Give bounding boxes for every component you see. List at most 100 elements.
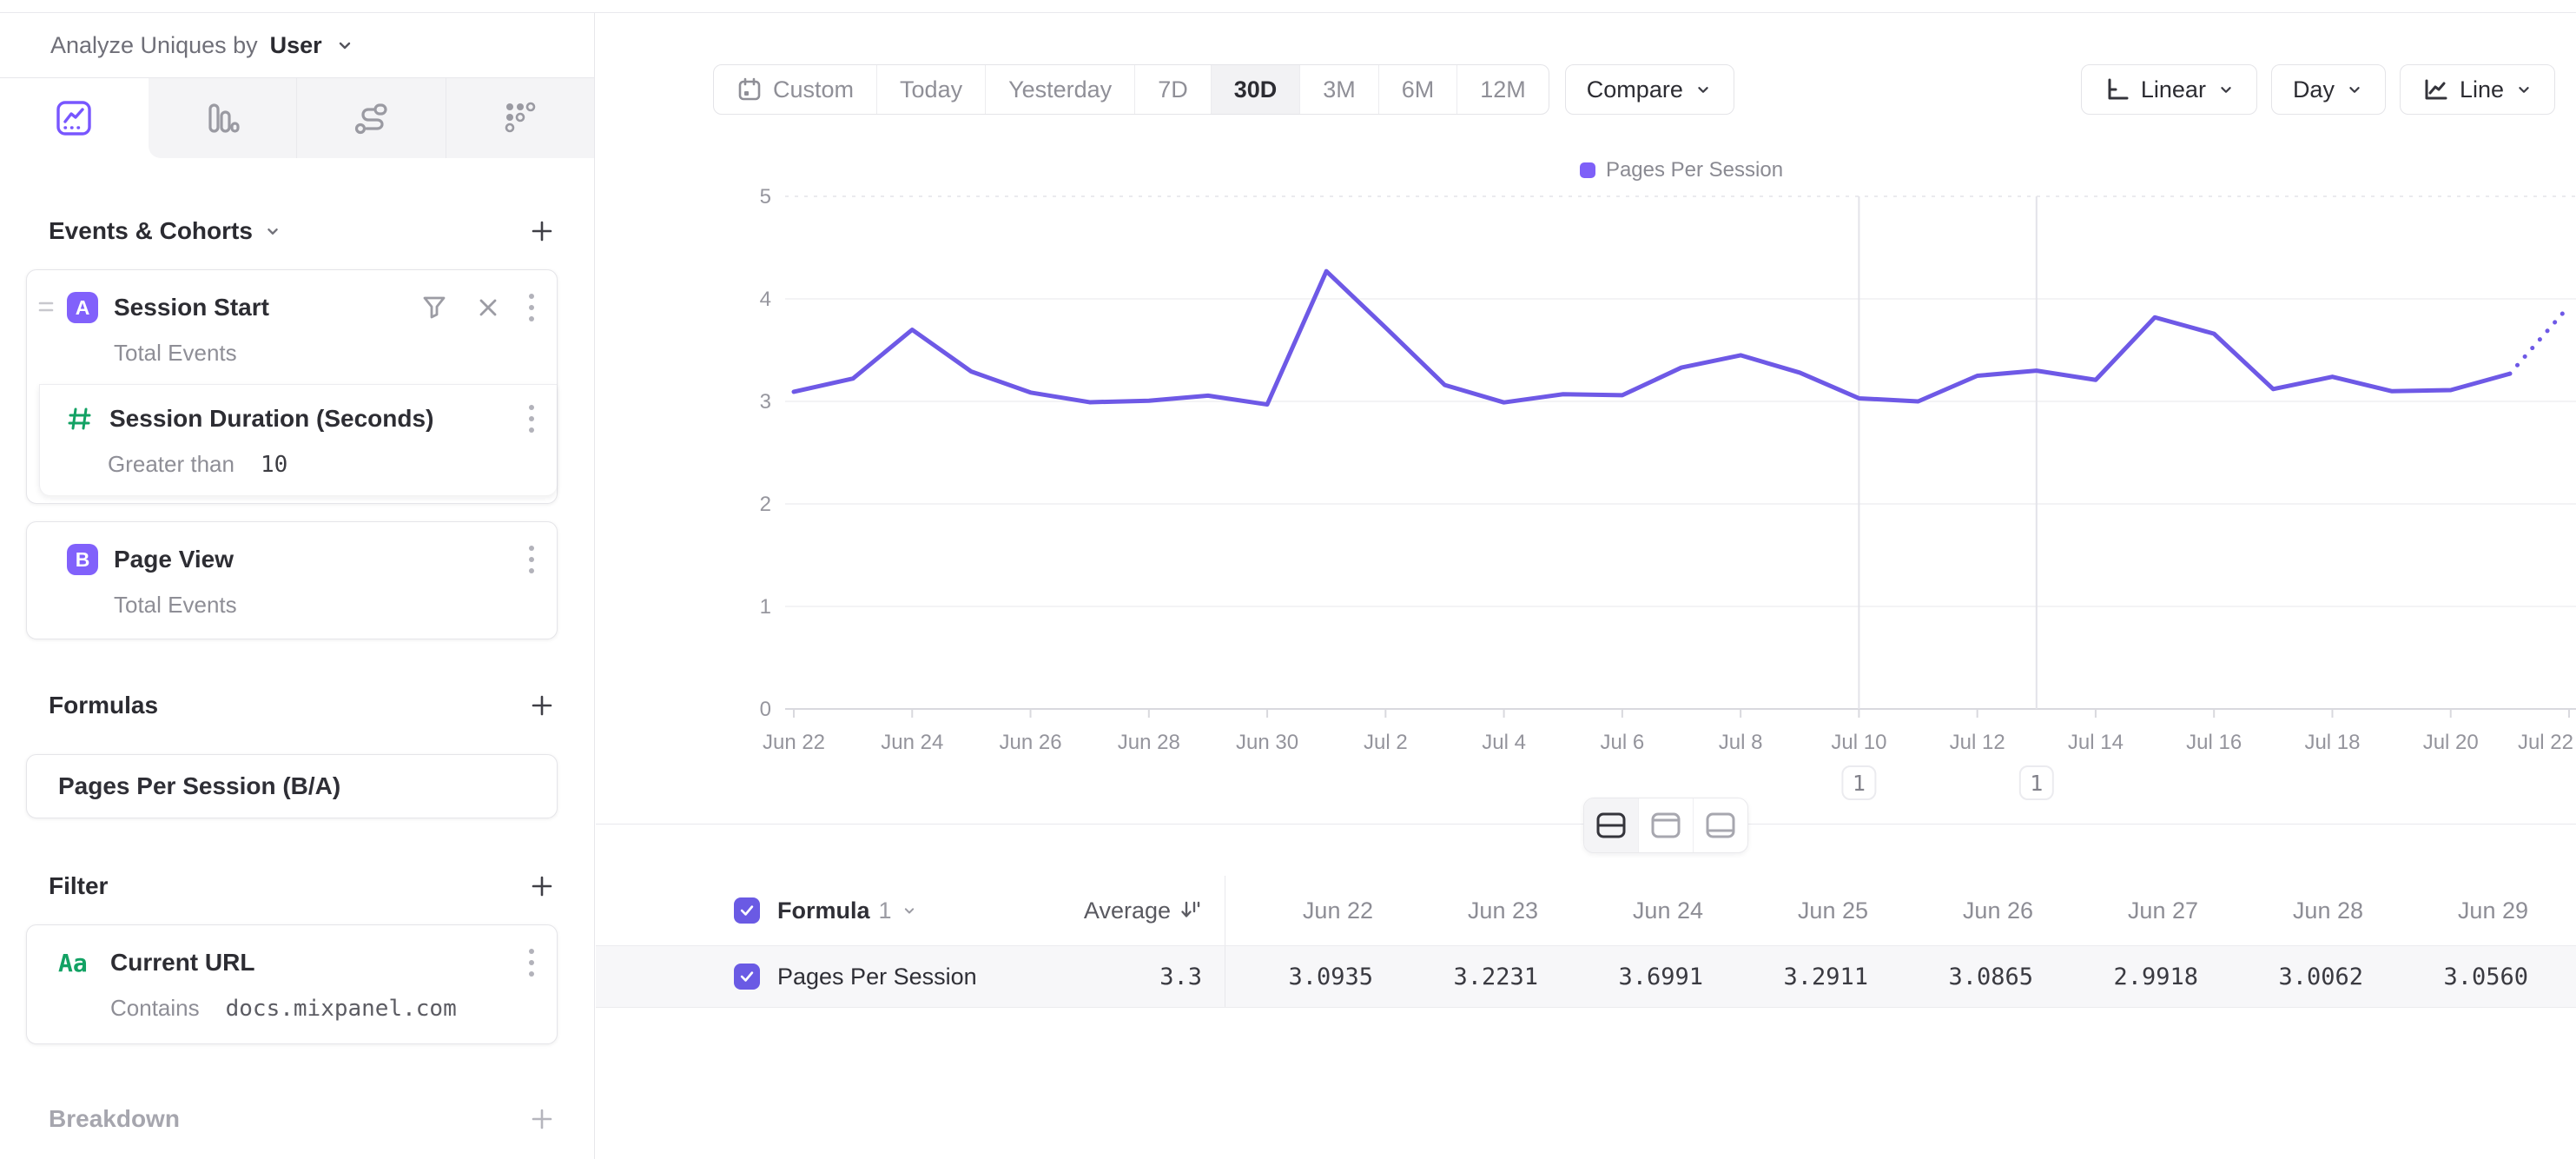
series-line-projected bbox=[2507, 303, 2572, 376]
range-6m[interactable]: 6M bbox=[1377, 65, 1457, 114]
formula-expression[interactable]: Pages Per Session (B/A) bbox=[58, 772, 341, 799]
drag-handle-icon[interactable] bbox=[37, 296, 55, 317]
property-title[interactable]: Session Duration (Seconds) bbox=[109, 405, 434, 432]
chevron-down-icon bbox=[2221, 87, 2231, 93]
chart-legend[interactable]: Pages Per Session bbox=[794, 158, 2569, 182]
add-filter-button[interactable] bbox=[525, 869, 559, 904]
y-tick-label: 3 bbox=[760, 390, 771, 414]
range-today[interactable]: Today bbox=[876, 65, 985, 114]
table-date-header[interactable]: Jun 28 bbox=[2292, 897, 2363, 924]
breakdown-section-header: Breakdown bbox=[49, 1102, 559, 1136]
scale-button[interactable]: Linear bbox=[2080, 64, 2257, 115]
compare-button[interactable]: Compare bbox=[1564, 64, 1734, 115]
event-letter-badge: B bbox=[67, 544, 98, 575]
kebab-menu-icon[interactable] bbox=[527, 291, 536, 324]
kebab-menu-icon[interactable] bbox=[527, 543, 536, 576]
table-group-header[interactable]: Formula 1 bbox=[777, 897, 918, 924]
tab-insights[interactable] bbox=[0, 78, 149, 158]
table-date-header[interactable]: Jun 27 bbox=[2127, 897, 2198, 924]
table-date-header[interactable]: Jun 24 bbox=[1632, 897, 1703, 924]
event-card-session-start[interactable]: A Session Start Total Events bbox=[26, 269, 558, 504]
x-tick-label: Jul 6 bbox=[1601, 731, 1645, 754]
chevron-down-icon bbox=[334, 35, 355, 56]
table-cell-value: 3.0865 bbox=[1948, 963, 2033, 990]
property-operator[interactable]: Greater than bbox=[108, 451, 234, 477]
events-section-header: Events & Cohorts bbox=[49, 214, 559, 248]
row-checkbox[interactable] bbox=[734, 964, 760, 990]
formulas-section-header: Formulas bbox=[49, 688, 559, 723]
filter-property-title[interactable]: Current URL bbox=[110, 949, 255, 976]
add-breakdown-button[interactable] bbox=[525, 1102, 559, 1136]
table-date-header[interactable]: Jun 25 bbox=[1797, 897, 1868, 924]
table-row-values: 3.0935 3.2231 3.6991 3.2911 3.0865 2.9918 3.00… bbox=[1225, 946, 2546, 1007]
property-filter-card[interactable]: Session Duration (Seconds) Greater than … bbox=[39, 384, 557, 495]
chart-type-button[interactable]: Line bbox=[2399, 64, 2555, 115]
granularity-button[interactable]: Day bbox=[2270, 64, 2386, 115]
annotation-badge[interactable] bbox=[1841, 765, 1877, 800]
x-tick-label: Jun 22 bbox=[763, 731, 825, 754]
table-date-header[interactable]: Jun 22 bbox=[1302, 897, 1373, 924]
analyze-by-value[interactable]: User bbox=[269, 31, 322, 58]
table-date-header[interactable]: Jun 26 bbox=[1962, 897, 2033, 924]
property-value[interactable]: 10 bbox=[260, 452, 288, 478]
add-event-button[interactable] bbox=[525, 214, 559, 248]
filter-section-title: Filter bbox=[49, 872, 109, 899]
retention-icon bbox=[501, 99, 539, 137]
table-date-header[interactable]: Jun 23 bbox=[1467, 897, 1538, 924]
filter-card-current-url[interactable]: Aa Current URL Contains docs.mixpanel.co… bbox=[26, 924, 558, 1044]
tab-flows[interactable] bbox=[296, 78, 446, 158]
layout-chart-view-button[interactable] bbox=[1638, 798, 1693, 852]
remove-event-icon[interactable] bbox=[475, 295, 501, 321]
report-tabs bbox=[0, 78, 594, 158]
line-chart-svg[interactable]: 0 1 2 3 4 5 1 1 Jun 22 Jun 24 Jun 26 Jun 28 Jun 30 Ju… bbox=[596, 139, 2576, 821]
tab-retention[interactable] bbox=[445, 78, 594, 158]
table-row[interactable]: Pages Per Session 3.3 3.0935 3.2231 3.6991… bbox=[596, 945, 2576, 1008]
add-formula-button[interactable] bbox=[525, 688, 559, 723]
table-cell-value: 3.0935 bbox=[1288, 963, 1373, 990]
layout-split-view-button[interactable] bbox=[1584, 798, 1638, 852]
tab-funnels[interactable] bbox=[148, 78, 296, 158]
chevron-down-icon bbox=[1698, 87, 1708, 93]
average-column-header[interactable]: Average bbox=[1084, 897, 1225, 924]
formula-card[interactable]: Pages Per Session (B/A) bbox=[26, 754, 558, 818]
numeric-property-icon bbox=[66, 405, 94, 433]
table-cell-value: 3.6991 bbox=[1618, 963, 1703, 990]
range-7d[interactable]: 7D bbox=[1134, 65, 1211, 114]
event-title[interactable]: Session Start bbox=[114, 294, 269, 321]
chart-view-icon bbox=[1651, 812, 1681, 838]
funnels-icon bbox=[203, 99, 241, 137]
filter-operator[interactable]: Contains bbox=[110, 995, 200, 1021]
y-tick-label: 2 bbox=[760, 493, 771, 516]
analyze-by-control[interactable]: Analyze Uniques by User bbox=[0, 13, 594, 78]
annotation-badge[interactable] bbox=[2018, 765, 2054, 800]
flows-icon bbox=[351, 99, 391, 137]
y-tick-label: 0 bbox=[760, 698, 771, 721]
x-tick-label: Jul 12 bbox=[1950, 731, 2005, 754]
select-all-checkbox[interactable] bbox=[734, 897, 760, 924]
x-tick-label: Jul 8 bbox=[1719, 731, 1763, 754]
table-date-header[interactable]: Jun 29 bbox=[2457, 897, 2528, 924]
kebab-menu-icon[interactable] bbox=[527, 402, 536, 435]
kebab-menu-icon[interactable] bbox=[527, 946, 536, 979]
filter-funnel-icon[interactable] bbox=[419, 293, 449, 322]
x-tick-label: Jul 16 bbox=[2186, 731, 2242, 754]
events-section-title[interactable]: Events & Cohorts bbox=[49, 217, 282, 245]
range-30d[interactable]: 30D bbox=[1210, 65, 1300, 114]
range-12m[interactable]: 12M bbox=[1456, 65, 1549, 114]
series-line[interactable] bbox=[791, 268, 2513, 407]
table-header-row: Formula 1 Average Jun 22 Jun 23 Jun 24 Jun … bbox=[596, 876, 2576, 945]
table-cell-value: 2.9918 bbox=[2113, 963, 2198, 990]
range-3m[interactable]: 3M bbox=[1299, 65, 1378, 114]
range-yesterday[interactable]: Yesterday bbox=[985, 65, 1134, 114]
event-title[interactable]: Page View bbox=[114, 546, 234, 573]
filter-value[interactable]: docs.mixpanel.com bbox=[225, 996, 457, 1022]
event-measurement[interactable]: Total Events bbox=[114, 340, 237, 366]
line-chart: Pages Per Session 0 1 2 3 4 5 1 1 Jun 22 Jun 24 Ju… bbox=[596, 139, 2576, 821]
x-tick-label: Jun 26 bbox=[1000, 731, 1062, 754]
layout-toggle-group bbox=[1583, 798, 1748, 853]
chart-toolbar: Custom Today Yesterday 7D 30D 3M 6M 12M Compare… bbox=[713, 64, 2555, 115]
event-measurement[interactable]: Total Events bbox=[114, 592, 237, 618]
event-card-page-view[interactable]: B Page View Total Events bbox=[26, 521, 558, 639]
range-custom[interactable]: Custom bbox=[714, 65, 876, 114]
layout-table-view-button[interactable] bbox=[1693, 798, 1747, 852]
